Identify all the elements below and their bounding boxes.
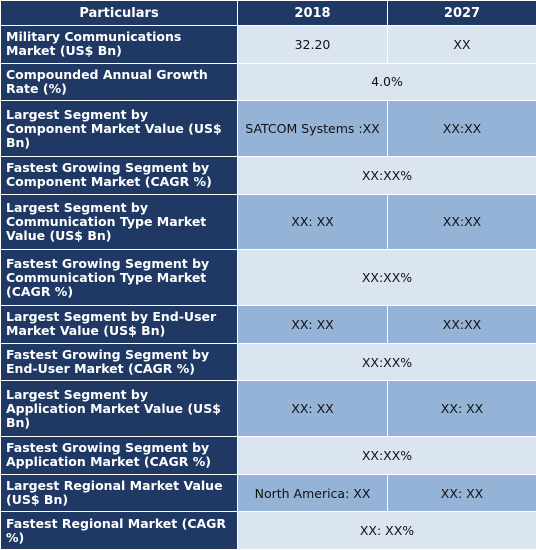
row-label: Fastest Growing Segment by Communication… (0, 249, 238, 307)
value-2018: North America: XX (237, 473, 388, 513)
table-row: Largest Regional Market Value (US$ Bn) N… (0, 473, 536, 513)
value-2018: SATCOM Systems :XX (237, 100, 388, 157)
table-row: Fastest Growing Segment by Communication… (0, 249, 536, 307)
table-row: Largest Segment by Application Market Va… (0, 380, 536, 438)
table-row: Largest Segment by Component Market Valu… (0, 100, 536, 157)
header-particulars: Particulars (0, 0, 238, 26)
header-row: Particulars 2018 2027 (0, 0, 536, 26)
table-row: Compounded Annual Growth Rate (%) 4.0% (0, 62, 536, 102)
header-2018: 2018 (237, 0, 388, 26)
table-row: Largest Segment by End-User Market Value… (0, 305, 536, 344)
row-label: Largest Segment by End-User Market Value… (0, 305, 238, 344)
merged-value: XX: XX% (237, 511, 536, 550)
merged-value: XX:XX% (237, 436, 536, 475)
value-2018: XX: XX (237, 193, 388, 251)
row-label: Fastest Regional Market (CAGR %) (0, 511, 238, 550)
row-label: Largest Segment by Component Market Valu… (0, 100, 238, 157)
row-label: Largest Segment by Communication Type Ma… (0, 193, 238, 251)
row-label: Military Communications Market (US$ Bn) (0, 25, 238, 64)
value-2027: XX: XX (387, 380, 536, 438)
header-2027: 2027 (387, 0, 536, 26)
row-label: Compounded Annual Growth Rate (%) (0, 62, 238, 102)
row-label: Fastest Growing Segment by Application M… (0, 436, 238, 475)
value-2018: XX: XX (237, 380, 388, 438)
value-2018: XX: XX (237, 305, 388, 344)
merged-value: 4.0% (237, 62, 536, 102)
row-label: Largest Regional Market Value (US$ Bn) (0, 473, 238, 513)
table-row: Fastest Regional Market (CAGR %) XX: XX% (0, 511, 536, 550)
row-label: Fastest Growing Segment by End-User Mark… (0, 342, 238, 382)
table-row: Fastest Growing Segment by Application M… (0, 436, 536, 475)
value-2027: XX (387, 25, 536, 64)
table-row: Fastest Growing Segment by Component Mar… (0, 155, 536, 195)
value-2027: XX:XX (387, 100, 536, 157)
merged-value: XX:XX% (237, 155, 536, 195)
table-row: Largest Segment by Communication Type Ma… (0, 193, 536, 251)
value-2018: 32.20 (237, 25, 388, 64)
table-row: Military Communications Market (US$ Bn) … (0, 25, 536, 64)
merged-value: XX:XX% (237, 249, 536, 307)
row-label: Fastest Growing Segment by Component Mar… (0, 155, 238, 195)
value-2027: XX: XX (387, 473, 536, 513)
row-label: Largest Segment by Application Market Va… (0, 380, 238, 438)
value-2027: XX:XX (387, 305, 536, 344)
merged-value: XX:XX% (237, 342, 536, 382)
value-2027: XX:XX (387, 193, 536, 251)
table-row: Fastest Growing Segment by End-User Mark… (0, 342, 536, 382)
